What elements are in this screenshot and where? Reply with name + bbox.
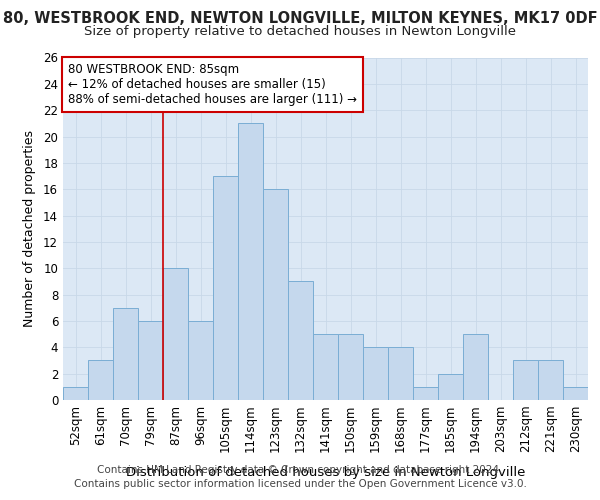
Text: Size of property relative to detached houses in Newton Longville: Size of property relative to detached ho…: [84, 25, 516, 38]
X-axis label: Distribution of detached houses by size in Newton Longville: Distribution of detached houses by size …: [126, 466, 525, 479]
Bar: [388, 348, 413, 400]
Text: 80 WESTBROOK END: 85sqm
← 12% of detached houses are smaller (15)
88% of semi-de: 80 WESTBROOK END: 85sqm ← 12% of detache…: [68, 62, 357, 106]
Text: Contains HM Land Registry data © Crown copyright and database right 2024.
Contai: Contains HM Land Registry data © Crown c…: [74, 465, 526, 489]
Bar: [538, 360, 563, 400]
Bar: [438, 374, 463, 400]
Bar: [288, 282, 313, 400]
Bar: [213, 176, 238, 400]
Bar: [463, 334, 488, 400]
Y-axis label: Number of detached properties: Number of detached properties: [23, 130, 36, 327]
Bar: [163, 268, 188, 400]
Bar: [188, 321, 213, 400]
Bar: [63, 387, 88, 400]
Bar: [513, 360, 538, 400]
Bar: [563, 387, 588, 400]
Bar: [313, 334, 338, 400]
Bar: [413, 387, 438, 400]
Bar: [138, 321, 163, 400]
Bar: [238, 124, 263, 400]
Bar: [263, 189, 288, 400]
Bar: [88, 360, 113, 400]
Bar: [338, 334, 363, 400]
Bar: [113, 308, 138, 400]
Text: 80, WESTBROOK END, NEWTON LONGVILLE, MILTON KEYNES, MK17 0DF: 80, WESTBROOK END, NEWTON LONGVILLE, MIL…: [2, 11, 598, 26]
Bar: [363, 348, 388, 400]
